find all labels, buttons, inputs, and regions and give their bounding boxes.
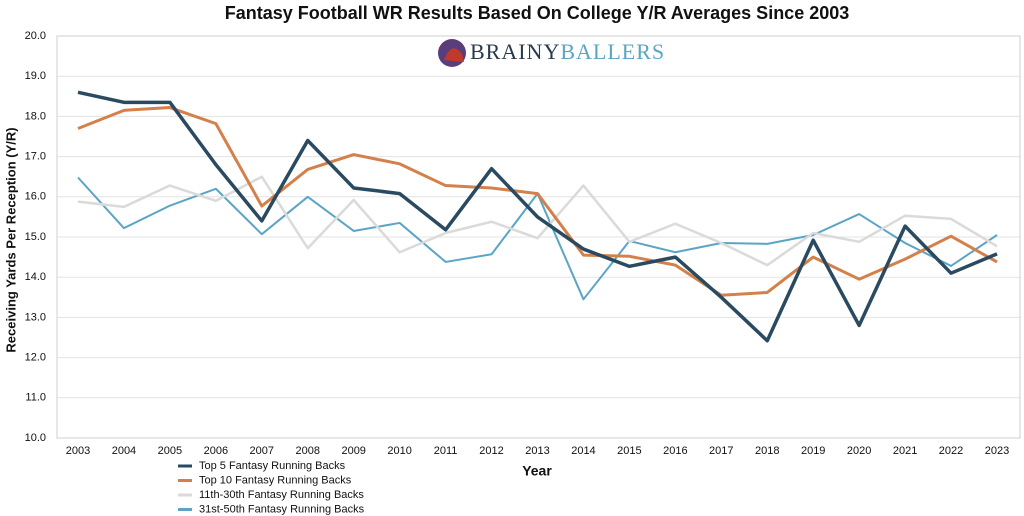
y-tick-label: 18.0: [25, 110, 46, 122]
series-line: [77, 106, 998, 297]
x-tick-label: 2011: [434, 445, 458, 457]
y-tick-label: 20.0: [25, 30, 46, 42]
x-tick-label: 2019: [801, 445, 825, 457]
x-tick-label: 2021: [893, 445, 917, 457]
logo-text-1: BRAINY: [470, 39, 560, 64]
x-tick-label: 2005: [158, 445, 182, 457]
x-tick-label: 2003: [66, 445, 90, 457]
plot-frame: [56, 35, 1021, 439]
x-tick-label: 2023: [985, 445, 1009, 457]
y-tick-label: 13.0: [25, 311, 46, 323]
x-tick-label: 2006: [204, 445, 228, 457]
logo-text: BRAINYBALLERS: [470, 39, 665, 64]
x-tick-label: 2015: [617, 445, 641, 457]
y-tick-label: 12.0: [25, 352, 46, 364]
legend-label: 31st-50th Fantasy Running Backs: [199, 503, 365, 515]
logo-text-2: BALLERS: [560, 39, 665, 64]
legend-label: Top 10 Fantasy Running Backs: [199, 474, 352, 486]
x-tick-label: 2008: [296, 445, 320, 457]
legend-label: Top 5 Fantasy Running Backs: [199, 460, 346, 472]
x-tick-label: 2007: [250, 445, 274, 457]
x-tick-label: 2022: [939, 445, 963, 457]
y-tick-label: 16.0: [25, 191, 46, 203]
x-axis-label: Year: [522, 463, 552, 479]
x-tick-label: 2012: [479, 445, 503, 457]
y-tick-label: 15.0: [25, 231, 46, 243]
x-tick-label: 2016: [663, 445, 687, 457]
logo: BRAINYBALLERS: [438, 39, 665, 67]
x-tick-label: 2004: [112, 445, 136, 457]
x-tick-label: 2020: [847, 445, 871, 457]
x-tick-label: 2009: [341, 445, 365, 457]
y-tick-label: 14.0: [25, 271, 46, 283]
y-tick-label: 11.0: [25, 392, 46, 404]
chart-title: Fantasy Football WR Results Based On Col…: [225, 3, 850, 23]
x-tick-label: 2017: [709, 445, 733, 457]
x-tick-label: 2013: [525, 445, 549, 457]
x-tick-label: 2018: [755, 445, 779, 457]
y-axis-label: Receiving Yards Per Reception (Y/R): [3, 127, 18, 352]
x-tick-label: 2014: [571, 445, 595, 457]
series-line: [77, 175, 998, 267]
x-tick-label: 2010: [387, 445, 411, 457]
y-tick-label: 10.0: [25, 432, 46, 444]
series-line: [77, 90, 998, 343]
y-tick-label: 17.0: [25, 151, 46, 163]
legend-label: 11th-30th Fantasy Running Backs: [199, 489, 364, 501]
logo-icon-detail: [444, 48, 464, 62]
y-tick-label: 19.0: [25, 70, 46, 82]
